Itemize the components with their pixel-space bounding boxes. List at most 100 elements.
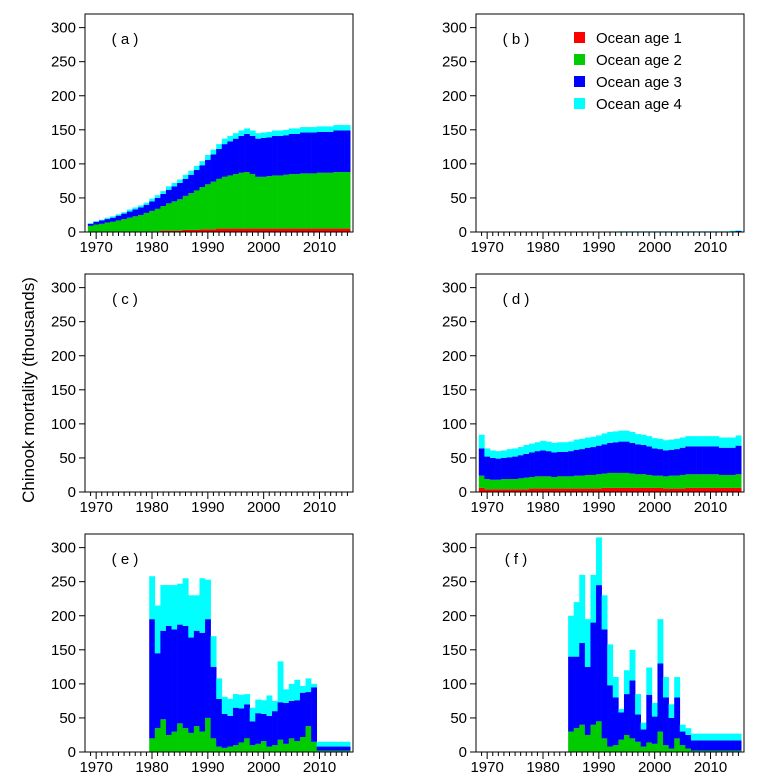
bar-e-1989-age4 (199, 578, 206, 633)
bar-a-1983-age4 (165, 186, 172, 190)
y-tick-label-b-0: 0 (459, 224, 467, 241)
bar-e-2008-age3 (305, 692, 312, 727)
bar-e-2008-age2 (305, 726, 312, 752)
bar-e-2007-age4 (299, 685, 306, 693)
bar-d-1981-age1 (545, 488, 552, 492)
y-tick-label-b-150: 150 (442, 122, 467, 139)
bar-a-1989-age1 (199, 229, 206, 232)
bar-f-2000-age2 (651, 743, 658, 752)
bar-d-1987-age4 (579, 438, 586, 450)
bar-a-1971-age2 (98, 223, 105, 232)
bar-e-1995-age2 (232, 745, 239, 752)
y-tick-label-c-0: 0 (68, 484, 76, 501)
x-tick-label-b-2000: 2000 (638, 239, 671, 256)
bar-f-1991-age3 (601, 629, 608, 739)
bar-d-1976-age3 (517, 455, 524, 479)
x-tick-label-f-2010: 2010 (694, 759, 727, 776)
bar-f-2011-age4 (713, 733, 720, 741)
x-tick-label-e-1990: 1990 (191, 759, 224, 776)
bar-e-1992-age2 (216, 746, 223, 752)
bar-a-1989-age3 (199, 165, 206, 188)
bar-a-2013-age1 (333, 228, 340, 232)
bar-d-1998-age2 (640, 474, 647, 488)
bar-d-1977-age1 (523, 489, 530, 492)
bar-d-1993-age2 (612, 472, 619, 488)
bar-f-2007-age3 (690, 740, 697, 751)
bar-a-2011-age1 (322, 228, 329, 232)
bar-e-1980-age4 (149, 576, 156, 620)
bar-a-2007-age3 (299, 132, 306, 174)
bar-e-2008-age4 (305, 678, 312, 693)
bar-f-1985-age4 (568, 615, 575, 657)
bar-d-1991-age2 (601, 473, 608, 488)
bar-e-1995-age4 (232, 694, 239, 708)
bar-a-1974-age4 (115, 214, 122, 216)
bar-d-1972-age3 (495, 458, 502, 480)
bar-f-1992-age2 (607, 746, 614, 752)
x-tick-label-c-1970: 1970 (79, 499, 112, 516)
bar-e-1992-age4 (216, 678, 223, 699)
bar-f-1995-age4 (623, 670, 630, 695)
bar-a-1981-age4 (154, 195, 161, 198)
bar-a-1999-age1 (255, 228, 262, 232)
bar-d-1979-age2 (534, 476, 541, 489)
bar-e-1985-age4 (177, 583, 184, 625)
bar-d-2015-age2 (735, 474, 742, 488)
bar-f-2003-age2 (668, 748, 675, 752)
bar-e-2003-age2 (277, 739, 284, 752)
bar-d-2014-age3 (730, 447, 736, 475)
bar-e-1994-age2 (227, 746, 234, 752)
bar-d-2001-age2 (657, 475, 664, 488)
bar-d-1982-age4 (551, 442, 558, 453)
bar-e-1986-age3 (182, 625, 189, 729)
bar-f-1991-age4 (601, 595, 608, 630)
bar-a-1984-age2 (171, 201, 178, 231)
bar-a-1972-age2 (104, 222, 111, 232)
bar-a-1971-age3 (98, 220, 105, 224)
bar-a-2015-age1 (344, 228, 351, 232)
bar-d-1987-age2 (579, 475, 586, 489)
bar-a-1978-age2 (138, 214, 144, 232)
bar-a-1986-age1 (182, 229, 189, 232)
y-tick-label-d-100: 100 (442, 416, 467, 433)
bar-a-2004-age3 (283, 135, 290, 175)
bar-f-1997-age4 (635, 694, 642, 715)
bar-e-2010-age3 (316, 746, 323, 751)
bar-a-1977-age3 (132, 209, 139, 217)
bar-a-2008-age3 (305, 132, 312, 174)
bar-f-1985-age2 (568, 731, 575, 752)
bar-d-1972-age4 (495, 451, 502, 459)
bar-d-2000-age3 (651, 448, 658, 476)
y-tick-label-a-100: 100 (51, 156, 76, 173)
bar-d-2010-age3 (707, 446, 714, 475)
panel-label-e: ( e ) (112, 551, 139, 568)
bar-d-1979-age4 (534, 442, 541, 452)
bar-d-2003-age1 (668, 488, 675, 492)
bar-d-2005-age4 (679, 437, 686, 448)
bar-e-1982-age4 (160, 585, 167, 631)
bar-a-1976-age3 (126, 211, 133, 218)
x-tick-label-d-1990: 1990 (582, 499, 615, 516)
bar-d-1980-age2 (540, 476, 547, 489)
y-tick-label-c-200: 200 (51, 348, 76, 365)
bar-e-1984-age2 (171, 731, 178, 752)
bar-f-1999-age2 (646, 742, 653, 752)
bar-e-2007-age2 (299, 737, 306, 752)
bar-a-2005-age1 (288, 228, 295, 232)
y-axis-label: Chinook mortality (thousands) (19, 277, 38, 503)
bar-a-1997-age1 (244, 228, 251, 232)
bar-d-1984-age3 (562, 451, 569, 477)
bar-d-1989-age2 (590, 474, 597, 489)
y-tick-label-e-250: 250 (51, 574, 76, 591)
bar-d-1975-age1 (512, 489, 519, 492)
bar-e-1993-age3 (221, 713, 228, 748)
bar-d-2010-age4 (707, 436, 714, 447)
bar-d-2001-age1 (657, 487, 664, 492)
y-tick-label-c-300: 300 (51, 280, 76, 297)
bar-f-2005-age3 (679, 731, 686, 746)
bar-d-1971-age3 (489, 457, 496, 480)
bar-f-2005-age2 (679, 745, 686, 752)
bar-a-1977-age2 (132, 216, 139, 232)
bar-e-2000-age3 (260, 713, 267, 742)
bar-d-1989-age3 (590, 447, 597, 475)
